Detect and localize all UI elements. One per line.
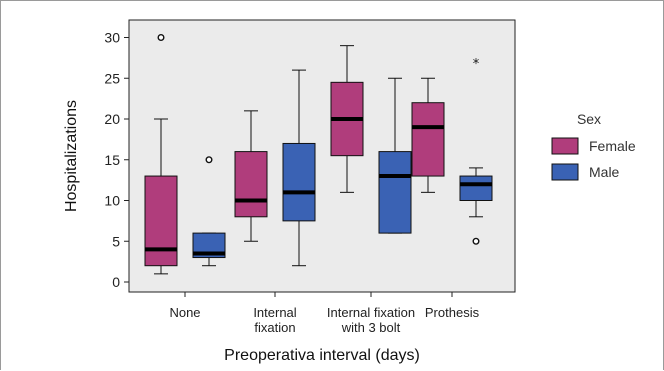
outlier-star-marker: * bbox=[473, 57, 480, 72]
y-tick-label: 10 bbox=[104, 193, 120, 209]
x-category-label: Internal fixation with 3 bolt bbox=[327, 305, 415, 335]
y-tick-label: 15 bbox=[104, 152, 120, 168]
box-female-2 bbox=[330, 45, 364, 193]
x-axis: None Internal fixation Internal fixation wit… bbox=[169, 292, 480, 335]
plot-area bbox=[128, 19, 516, 293]
iqr-box bbox=[378, 151, 412, 234]
y-tick-label: 5 bbox=[112, 233, 120, 249]
y-tick-label: 25 bbox=[104, 70, 120, 86]
iqr-box bbox=[282, 142, 316, 222]
y-tick-label: 20 bbox=[104, 111, 120, 127]
box-male-3: * bbox=[459, 57, 493, 245]
legend-swatch-male bbox=[551, 163, 579, 181]
box-male-1 bbox=[282, 69, 316, 267]
x-category-label: None bbox=[169, 305, 200, 320]
y-axis-title: Hospitalizations bbox=[63, 100, 80, 212]
box-series: * bbox=[144, 34, 493, 275]
box-male-0 bbox=[192, 156, 226, 267]
x-axis-title: Preoperativa interval (days) bbox=[224, 347, 420, 364]
box-female-3 bbox=[411, 77, 445, 193]
y-axis: 0 5 10 15 20 25 30 bbox=[104, 30, 129, 290]
box-female-1 bbox=[234, 110, 268, 242]
y-tick-label: 30 bbox=[104, 30, 120, 46]
outlier-circle-marker bbox=[472, 237, 480, 245]
legend-label-male: Male bbox=[589, 164, 620, 180]
iqr-box bbox=[234, 151, 268, 218]
legend-title: Sex bbox=[577, 111, 601, 127]
x-category-label: Internal fixation bbox=[253, 305, 296, 335]
legend-swatch-female bbox=[551, 137, 579, 155]
legend: Sex Female Male bbox=[551, 111, 636, 181]
y-tick-label: 0 bbox=[112, 274, 120, 290]
box-male-2 bbox=[378, 77, 412, 234]
iqr-box bbox=[411, 102, 445, 177]
outlier-circle-marker bbox=[157, 34, 165, 42]
iqr-box bbox=[459, 175, 493, 202]
x-category-label: Prothesis bbox=[425, 305, 480, 320]
outlier-circle-marker bbox=[205, 156, 213, 164]
legend-label-female: Female bbox=[589, 138, 636, 154]
box-female-0 bbox=[144, 34, 178, 275]
iqr-box bbox=[144, 175, 178, 267]
